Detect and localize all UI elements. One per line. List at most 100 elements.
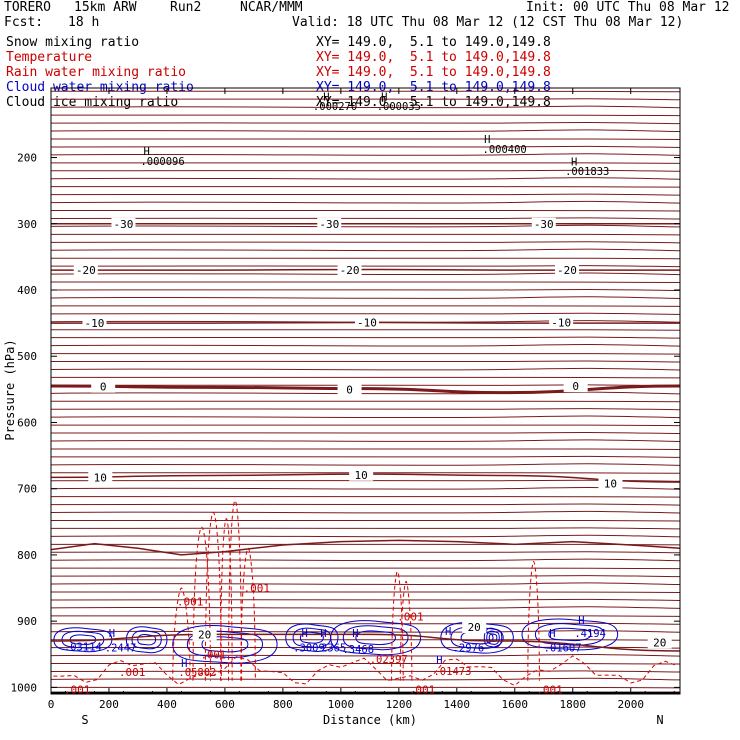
maximum-label: H	[352, 628, 358, 640]
isotherm--20	[50, 268, 680, 271]
pressure-contour-line	[50, 510, 681, 514]
cloud-water-contour	[125, 626, 168, 654]
y-tick-label: 700	[17, 483, 37, 496]
rain-contour	[228, 500, 243, 681]
maximum-label: .4194	[574, 628, 606, 640]
isotherm-label-bg	[531, 217, 556, 230]
x-tick-label: 1400	[444, 698, 471, 711]
cloud-water-contour	[131, 630, 162, 650]
pressure-contour-line	[50, 305, 681, 307]
isotherm-label-bg	[349, 468, 374, 481]
maximum-label: .3009	[293, 643, 325, 655]
pressure-contour-line	[50, 432, 681, 435]
x-tick-label: 0	[48, 698, 55, 711]
x-tick-label: 600	[215, 698, 235, 711]
isotherm-label-bg	[337, 264, 362, 277]
rain-contour	[204, 512, 222, 681]
pressure-contour-line	[51, 400, 681, 403]
pressure-contour-line	[50, 138, 681, 140]
pressure-contour-line	[50, 527, 681, 530]
isotherm-label: -10	[551, 316, 571, 329]
maximum-label: .3468	[342, 644, 374, 656]
cloud-water-contour	[534, 623, 605, 646]
isotherm-label: -30	[534, 218, 554, 231]
pressure-contour-line	[50, 217, 681, 220]
pressure-contour-line	[51, 257, 681, 260]
isotherm-label: 0	[100, 381, 107, 394]
rain-contour	[192, 526, 211, 681]
maximum-label: H	[571, 157, 577, 169]
maximum-label: H	[323, 92, 329, 104]
pressure-contour-line	[51, 543, 681, 546]
init-time: Init: 00 UTC Thu 08 Mar 12	[526, 0, 730, 15]
field-rain-name: Rain water mixing ratio	[6, 65, 187, 80]
maximum-label: .000035	[377, 101, 421, 113]
pressure-contour-line	[50, 496, 681, 498]
field-temperature-name: Temperature	[6, 50, 93, 65]
pressure-contour-line	[50, 622, 681, 625]
pressure-contour-line	[51, 591, 681, 594]
maximum-label: .01473	[433, 666, 471, 678]
isotherm-label-bg	[88, 471, 113, 484]
valid-time: Valid: 18 UTC Thu 08 Mar 12 (12 CST Thu …	[292, 15, 684, 30]
pressure-contour-line	[50, 408, 681, 411]
isotherm-label-bg	[549, 316, 574, 329]
field-rain-xy: XY= 149.0, 5.1 to 149.0,149.8	[316, 65, 551, 80]
maximum-label: H	[578, 615, 584, 627]
isotherm-label: -30	[319, 218, 339, 231]
maximum-label: .05802	[178, 667, 216, 679]
isotherm-label-bg	[82, 317, 107, 330]
maximum-label: H	[381, 92, 387, 104]
pressure-contour-line	[51, 376, 681, 379]
x-tick-label: 200	[99, 698, 119, 711]
plot-frame	[50, 87, 681, 695]
pressure-contour-line	[51, 448, 681, 450]
x-tick-label: 1600	[502, 698, 529, 711]
pressure-contour-line	[51, 162, 681, 164]
pressure-contour-line	[50, 558, 681, 562]
pressure-contour-line	[50, 384, 681, 387]
pressure-contour-line	[50, 320, 681, 323]
maximum-label: .000270	[313, 101, 357, 113]
pressure-contour-line	[50, 367, 681, 371]
pressure-contour-line	[50, 551, 681, 554]
maximum-label: H	[436, 655, 442, 667]
pressure-contour-line	[51, 210, 681, 212]
pressure-contour-line	[50, 272, 681, 276]
rain-label: .001	[177, 595, 204, 608]
pressure-contour-line	[50, 343, 681, 347]
forecast-label: Fcst:	[4, 15, 44, 30]
maximum-label: H	[320, 628, 326, 640]
cloud-water-contour	[521, 618, 619, 651]
pressure-contour-line	[50, 598, 681, 601]
south-end-label: S	[81, 713, 88, 727]
rain-label: .001	[409, 683, 436, 696]
maximum-label: H	[181, 658, 187, 670]
isotherm-label: -20	[557, 264, 577, 277]
isotherm-label-bg	[354, 316, 379, 329]
pressure-contour-line	[50, 606, 681, 609]
maximum-label: .2447	[105, 643, 137, 655]
maximum-label: .001833	[565, 166, 609, 178]
pressure-contour-line	[51, 114, 681, 117]
isotherm-15	[50, 539, 681, 556]
x-tick-label: 1800	[560, 698, 587, 711]
isotherm-20	[50, 633, 681, 652]
maximum-label: H	[549, 628, 555, 640]
x-tick-label: 800	[273, 698, 293, 711]
north-end-label: N	[656, 713, 663, 727]
y-tick-label: 1000	[11, 681, 38, 694]
maximum-label: .02397	[370, 654, 408, 666]
isotherm-label-bg	[192, 628, 217, 641]
pressure-contour-line	[50, 145, 681, 148]
x-tick-label: 400	[157, 698, 177, 711]
x-tick-label: 1200	[386, 698, 413, 711]
run-name: Run2	[170, 0, 202, 15]
pressure-contour-line	[51, 233, 681, 236]
pressure-contour-line	[50, 296, 681, 299]
pressure-contour-line	[50, 439, 681, 443]
pressure-contour-line	[50, 288, 681, 291]
pressure-contour-line	[50, 153, 681, 156]
cloud-water-contour	[486, 630, 500, 645]
